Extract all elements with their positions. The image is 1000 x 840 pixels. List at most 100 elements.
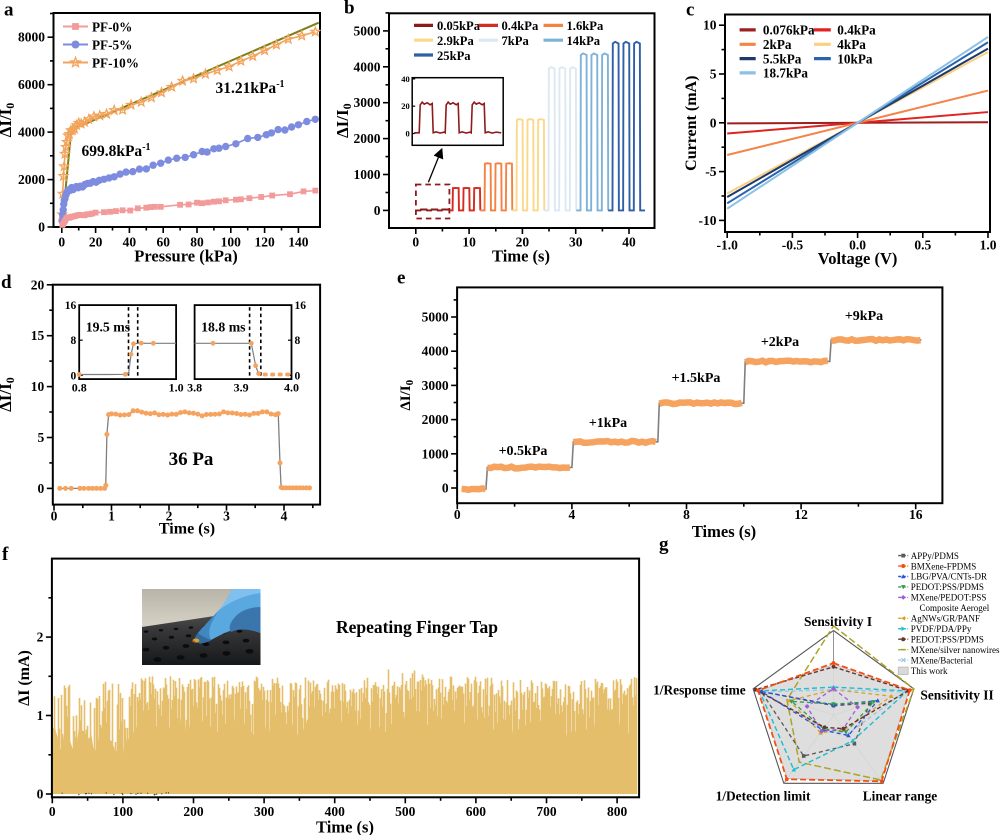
svg-text:-5: -5 xyxy=(705,164,716,179)
svg-text:0: 0 xyxy=(442,481,449,496)
svg-text:400: 400 xyxy=(325,804,346,819)
svg-text:100: 100 xyxy=(113,804,134,819)
svg-text:1: 1 xyxy=(37,708,44,723)
svg-text:1.0: 1.0 xyxy=(980,238,997,253)
svg-text:MXene/Bacterial: MXene/Bacterial xyxy=(911,655,973,665)
svg-text:6000: 6000 xyxy=(18,77,45,92)
svg-text:APPy/PDMS: APPy/PDMS xyxy=(911,551,959,561)
svg-text:120: 120 xyxy=(254,235,275,250)
svg-text:4: 4 xyxy=(281,509,288,524)
svg-text:2000: 2000 xyxy=(18,172,45,187)
svg-text:4: 4 xyxy=(569,507,576,522)
svg-text:AgNWs/GR/PANF: AgNWs/GR/PANF xyxy=(911,614,980,624)
svg-text:800: 800 xyxy=(607,804,628,819)
svg-text:40: 40 xyxy=(123,235,137,250)
svg-text:5.5kPa: 5.5kPa xyxy=(763,51,802,66)
svg-text:PF-10%: PF-10% xyxy=(92,55,139,70)
svg-text:18.8 ms: 18.8 ms xyxy=(201,320,246,335)
svg-text:19.5 ms: 19.5 ms xyxy=(86,320,131,335)
svg-text:+1kPa: +1kPa xyxy=(589,416,627,431)
svg-text:0.076kPa: 0.076kPa xyxy=(763,23,815,38)
svg-text:1000: 1000 xyxy=(422,446,449,461)
svg-text:14kPa: 14kPa xyxy=(567,34,601,48)
svg-text:500: 500 xyxy=(395,804,416,819)
svg-text:300: 300 xyxy=(254,804,275,819)
svg-text:0: 0 xyxy=(454,507,461,522)
svg-text:16: 16 xyxy=(295,300,307,312)
svg-text:100: 100 xyxy=(221,235,242,250)
svg-text:MXene/PEDOT:PSS: MXene/PEDOT:PSS xyxy=(911,593,987,603)
svg-text:4.0: 4.0 xyxy=(284,381,299,395)
svg-text:18.7kPa: 18.7kPa xyxy=(763,66,808,81)
svg-text:36 Pa: 36 Pa xyxy=(169,449,214,470)
svg-text:15: 15 xyxy=(31,328,45,343)
svg-text:3000: 3000 xyxy=(422,378,449,393)
svg-text:Sensitivity I: Sensitivity I xyxy=(804,614,872,629)
svg-text:2: 2 xyxy=(37,630,44,645)
svg-text:PVDF/PDA/PPy: PVDF/PDA/PPy xyxy=(911,624,972,634)
svg-text:7kPa: 7kPa xyxy=(502,34,530,48)
svg-text:ΔI/I0: ΔI/I0 xyxy=(398,379,416,410)
svg-text:Time (s): Time (s) xyxy=(492,247,550,266)
svg-text:5: 5 xyxy=(38,430,45,445)
svg-text:0: 0 xyxy=(49,804,56,819)
svg-text:ΔI/I0: ΔI/I0 xyxy=(0,103,17,138)
svg-text:200: 200 xyxy=(183,804,204,819)
svg-text:10: 10 xyxy=(31,379,45,394)
svg-text:0: 0 xyxy=(38,481,45,496)
svg-text:0.4kPa: 0.4kPa xyxy=(502,19,539,33)
svg-text:-10: -10 xyxy=(699,213,717,228)
svg-text:0.5: 0.5 xyxy=(914,238,931,253)
svg-text:PEDOT:PSS/PDMS: PEDOT:PSS/PDMS xyxy=(911,582,984,592)
svg-text:Time (s): Time (s) xyxy=(316,818,374,836)
svg-text:LBG/PVA/CNTs-DR: LBG/PVA/CNTs-DR xyxy=(911,572,987,582)
svg-text:8: 8 xyxy=(70,335,76,347)
svg-text:1/Detection limit: 1/Detection limit xyxy=(716,789,811,804)
svg-text:0.4kPa: 0.4kPa xyxy=(837,23,876,38)
svg-text:20: 20 xyxy=(401,101,410,111)
svg-text:10kPa: 10kPa xyxy=(837,51,873,66)
svg-text:+0.5kPa: +0.5kPa xyxy=(499,444,548,459)
svg-text:Time (s): Time (s) xyxy=(159,521,215,538)
svg-text:Composite Aerogel: Composite Aerogel xyxy=(920,603,990,613)
svg-text:4000: 4000 xyxy=(18,125,45,140)
svg-text:+1.5kPa: +1.5kPa xyxy=(672,371,721,386)
svg-text:1.0: 1.0 xyxy=(169,381,184,395)
svg-text:31.21kPa-1: 31.21kPa-1 xyxy=(215,79,284,97)
svg-text:0: 0 xyxy=(374,203,381,218)
svg-text:10: 10 xyxy=(703,18,717,33)
svg-text:8: 8 xyxy=(683,507,690,522)
svg-text:600: 600 xyxy=(466,804,487,819)
svg-text:Current (mA): Current (mA) xyxy=(683,76,700,171)
svg-text:0: 0 xyxy=(58,235,65,250)
svg-text:1000: 1000 xyxy=(354,167,381,182)
svg-text:5000: 5000 xyxy=(354,23,381,38)
svg-text:Sensitivity II: Sensitivity II xyxy=(920,688,993,703)
svg-text:This work: This work xyxy=(911,666,948,676)
svg-text:Linear range: Linear range xyxy=(863,789,938,804)
svg-text:0: 0 xyxy=(37,787,44,802)
svg-text:3.8: 3.8 xyxy=(187,381,202,395)
svg-text:+9kPa: +9kPa xyxy=(845,309,883,324)
svg-text:140: 140 xyxy=(288,235,309,250)
svg-text:80: 80 xyxy=(190,235,204,250)
svg-text:PF-5%: PF-5% xyxy=(92,37,132,52)
svg-text:2kPa: 2kPa xyxy=(763,37,792,52)
svg-text:40: 40 xyxy=(622,235,636,250)
svg-text:Repeating Finger Tap: Repeating Finger Tap xyxy=(336,617,498,637)
svg-text:2: 2 xyxy=(166,509,173,524)
svg-text:d: d xyxy=(1,272,12,293)
svg-text:0.8: 0.8 xyxy=(72,381,87,395)
svg-text:0: 0 xyxy=(51,509,58,524)
svg-text:b: b xyxy=(344,0,355,19)
svg-text:f: f xyxy=(2,544,9,565)
svg-text:20: 20 xyxy=(31,277,45,292)
svg-text:ΔI/I0: ΔI/I0 xyxy=(0,377,17,412)
svg-text:0: 0 xyxy=(412,235,419,250)
svg-text:MXene/silver nanowires: MXene/silver nanowires xyxy=(911,645,1000,655)
svg-text:Times (s): Times (s) xyxy=(692,522,756,541)
svg-text:2000: 2000 xyxy=(422,412,449,427)
svg-text:BMXene-FPDMS: BMXene-FPDMS xyxy=(911,561,977,571)
svg-text:25kPa: 25kPa xyxy=(437,49,471,63)
svg-text:Pressure (kPa): Pressure (kPa) xyxy=(134,247,237,266)
